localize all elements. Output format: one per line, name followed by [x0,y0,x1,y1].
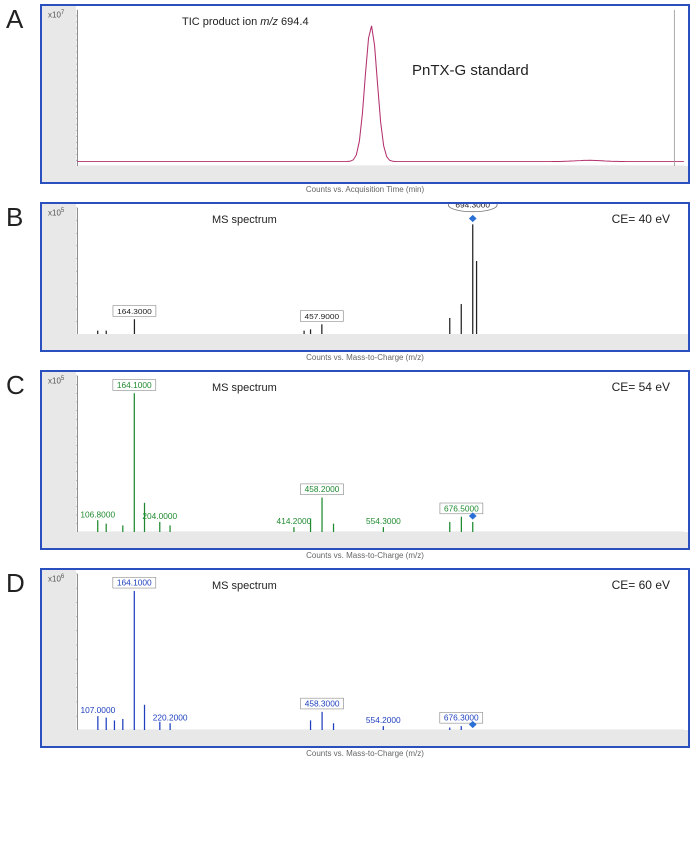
panel-B-title: MS spectrum [212,214,277,226]
svg-text:204.0000: 204.0000 [142,512,177,521]
panel-B-svg: 7510012515017520022525027530032535037540… [42,204,688,350]
panel-D-body: x106 MS spectrum CE= 60 eV 7510012515017… [40,568,690,758]
panel-C-ce: CE= 54 eV [612,380,670,394]
panel-B-row: B x105 MS spectrum CE= 40 eV 75100125150… [0,202,700,362]
panel-D-svg: 7510012515017520022525027530032535037540… [42,570,688,746]
panel-A-letter: A [0,4,40,35]
svg-text:676.5000: 676.5000 [444,505,479,514]
panel-C-title: MS spectrum [212,382,277,394]
panel-B-frame: x105 MS spectrum CE= 40 eV 7510012515017… [40,202,690,352]
svg-text:554.3000: 554.3000 [366,517,401,526]
panel-D-yexp: x106 [48,574,64,584]
panel-D-frame: x106 MS spectrum CE= 60 eV 7510012515017… [40,568,690,748]
svg-text:414.2000: 414.2000 [277,517,312,526]
panel-A-row: A x107 TIC product ion m/z 694.4 PnTX-G … [0,4,700,194]
svg-text:676.3000: 676.3000 [444,714,479,723]
panel-A-frame: x107 TIC product ion m/z 694.4 PnTX-G st… [40,4,690,184]
svg-text:107.0000: 107.0000 [80,706,115,715]
panel-A-yexp: x107 [48,10,64,20]
panel-B-body: x105 MS spectrum CE= 40 eV 7510012515017… [40,202,690,362]
panel-D-row: D x106 MS spectrum CE= 60 eV 75100125150… [0,568,700,758]
svg-text:457.9000: 457.9000 [304,312,339,321]
panel-C-yexp: x105 [48,376,64,386]
svg-text:164.1000: 164.1000 [117,579,152,588]
panel-D-ce: CE= 60 eV [612,578,670,592]
svg-text:106.8000: 106.8000 [80,510,115,519]
panel-D-letter: D [0,568,40,599]
svg-text:694.3000: 694.3000 [455,204,490,209]
figure-root: A x107 TIC product ion m/z 694.4 PnTX-G … [0,0,700,776]
panel-D-title: MS spectrum [212,580,277,592]
panel-B-xcaption: Counts vs. Mass-to-Charge (m/z) [40,353,690,362]
svg-text:164.1000: 164.1000 [117,381,152,390]
panel-A-xcaption: Counts vs. Acquisition Time (min) [40,185,690,194]
panel-C-body: x105 MS spectrum CE= 54 eV 7510012515017… [40,370,690,560]
panel-A-title: TIC product ion m/z 694.4 [182,16,309,28]
panel-C-row: C x105 MS spectrum CE= 54 eV 75100125150… [0,370,700,560]
svg-text:164.3000: 164.3000 [117,307,152,316]
panel-B-yexp: x105 [48,208,64,218]
panel-C-svg: 7510012515017520022525027530032535037540… [42,372,688,548]
svg-text:458.2000: 458.2000 [305,485,340,494]
panel-A-sample: PnTX-G standard [412,62,529,79]
svg-text:458.3000: 458.3000 [305,700,340,709]
panel-A-body: x107 TIC product ion m/z 694.4 PnTX-G st… [40,4,690,194]
panel-A-svg: 00.20.40.60.811.21.41.61.822.22.42.62.83… [42,6,688,182]
panel-B-letter: B [0,202,40,233]
panel-C-xcaption: Counts vs. Mass-to-Charge (m/z) [40,551,690,560]
panel-D-xcaption: Counts vs. Mass-to-Charge (m/z) [40,749,690,758]
panel-B-ce: CE= 40 eV [612,212,670,226]
panel-C-frame: x105 MS spectrum CE= 54 eV 7510012515017… [40,370,690,550]
svg-text:220.2000: 220.2000 [153,714,188,723]
svg-text:554.2000: 554.2000 [366,716,401,725]
panel-C-letter: C [0,370,40,401]
